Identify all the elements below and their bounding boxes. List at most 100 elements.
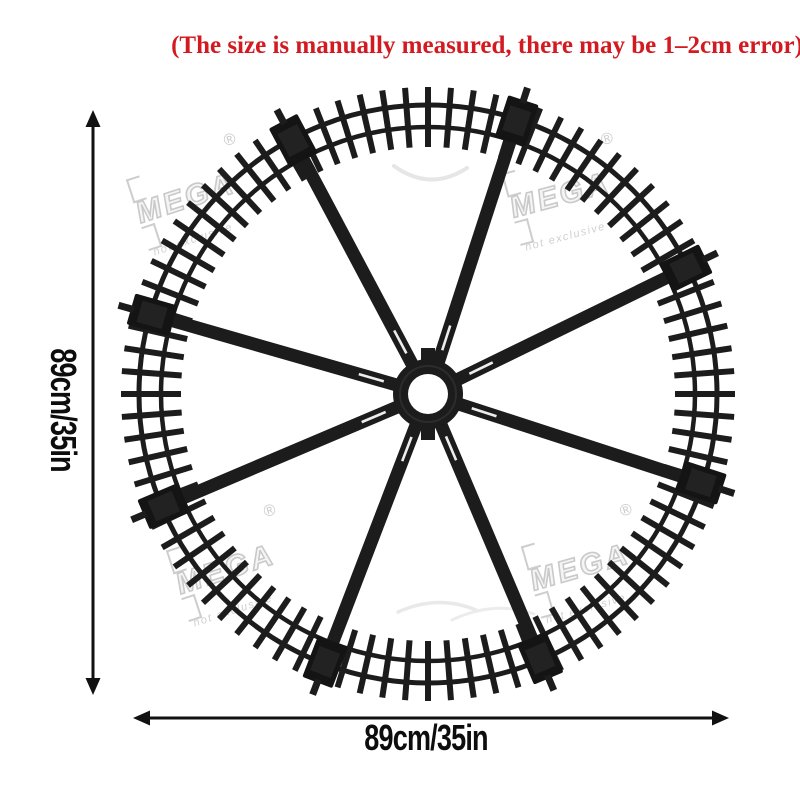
track-tie: [216, 573, 263, 622]
track-tie: [480, 94, 500, 154]
track-tie: [313, 107, 341, 166]
spoke: [431, 115, 525, 368]
track-tie: [172, 218, 226, 258]
track-tie: [200, 559, 249, 606]
clamp-face: [277, 123, 310, 158]
track-tie: [234, 152, 277, 203]
track-tie: [128, 446, 188, 466]
track-tie: [133, 463, 193, 488]
track-tie: [160, 237, 216, 274]
arrowhead-down-icon: [85, 678, 101, 695]
spoke-slot: [393, 329, 408, 354]
track-tie: [461, 637, 477, 699]
track-tie: [630, 218, 684, 258]
track-tie: [160, 514, 216, 551]
track-tie: [619, 545, 670, 588]
track-tie: [186, 200, 237, 243]
outer-rail: [136, 102, 720, 686]
track-tie: [425, 641, 431, 701]
inner-rail: [158, 124, 698, 664]
hub-hole: [408, 374, 448, 414]
spoke-slot: [471, 406, 497, 418]
clamp-face: [524, 641, 556, 675]
track-tie: [548, 606, 585, 662]
track-tie: [123, 345, 185, 361]
clamp-pin: [701, 249, 719, 264]
track-tie: [334, 629, 359, 689]
track-tie: [656, 279, 715, 307]
track-tie: [663, 300, 723, 325]
track-tie: [234, 585, 277, 636]
track-tie: [593, 166, 640, 215]
track-tie: [532, 116, 564, 173]
spoke-slot: [400, 436, 413, 462]
track-tie: [668, 446, 728, 466]
track-tie: [607, 559, 656, 606]
spoke-slot: [440, 325, 452, 351]
track-tie: [668, 322, 728, 342]
hub-tab: [421, 348, 435, 360]
clamp-pin: [130, 510, 148, 524]
track-tie: [671, 427, 733, 443]
track-tie: [443, 87, 454, 148]
spoke-slot: [444, 435, 458, 461]
clamp-face: [147, 490, 181, 522]
clamp-pin: [519, 86, 531, 105]
track-tie: [593, 573, 640, 622]
spoke: [157, 399, 403, 514]
track-tie: [141, 279, 200, 307]
horizontal-dimension-label: 89cm/35in: [364, 717, 488, 758]
hub-tab: [421, 428, 435, 440]
track-tie: [271, 606, 308, 662]
spoke: [454, 397, 707, 491]
track-tie: [674, 409, 735, 420]
track-tie: [150, 258, 207, 290]
track-tie: [579, 152, 622, 203]
clamp-face: [310, 645, 341, 679]
measurement-disclaimer: (The size is manually measured, there ma…: [171, 32, 800, 59]
clamp-pin: [717, 485, 736, 497]
hub-ring-detail: [399, 365, 457, 423]
track-tie: [619, 200, 670, 243]
track-tie: [497, 629, 522, 689]
track-tie: [564, 138, 604, 192]
spoke-slot: [358, 372, 385, 383]
track-tie: [334, 99, 359, 159]
track-tie: [649, 498, 706, 530]
clamp-face: [669, 252, 703, 284]
track-tie: [461, 89, 477, 151]
clamp-pin: [273, 108, 288, 126]
spoke: [285, 134, 420, 371]
spoke: [433, 419, 548, 665]
spoke: [452, 260, 693, 387]
track-tie: [515, 107, 543, 166]
spoke-slot: [361, 410, 387, 424]
track-tie: [379, 637, 395, 699]
track-tie: [640, 237, 696, 274]
arrowhead-up-icon: [85, 110, 101, 127]
track-tie: [564, 596, 604, 650]
clamp-face: [685, 468, 717, 498]
track-tie: [630, 530, 684, 570]
track-tie: [443, 640, 454, 701]
clamp-pin: [544, 674, 558, 692]
spoke: [146, 307, 401, 392]
track-tie: [674, 368, 735, 379]
track-tie: [379, 89, 395, 151]
track-tie: [200, 182, 249, 229]
ghost-arc: [392, 164, 469, 182]
arrowhead-right-icon: [712, 710, 729, 726]
track-tie: [656, 481, 715, 509]
clamp-pin: [309, 678, 322, 696]
track-tie: [548, 126, 585, 182]
track-tie: [356, 634, 376, 694]
track-tie: [480, 634, 500, 694]
track-tie: [252, 596, 292, 650]
track-tie: [402, 640, 413, 701]
vertical-dimension-label: 89cm/35in: [43, 348, 84, 472]
clamp-face: [502, 105, 532, 137]
track-tie: [121, 368, 182, 379]
spoke: [317, 419, 424, 669]
